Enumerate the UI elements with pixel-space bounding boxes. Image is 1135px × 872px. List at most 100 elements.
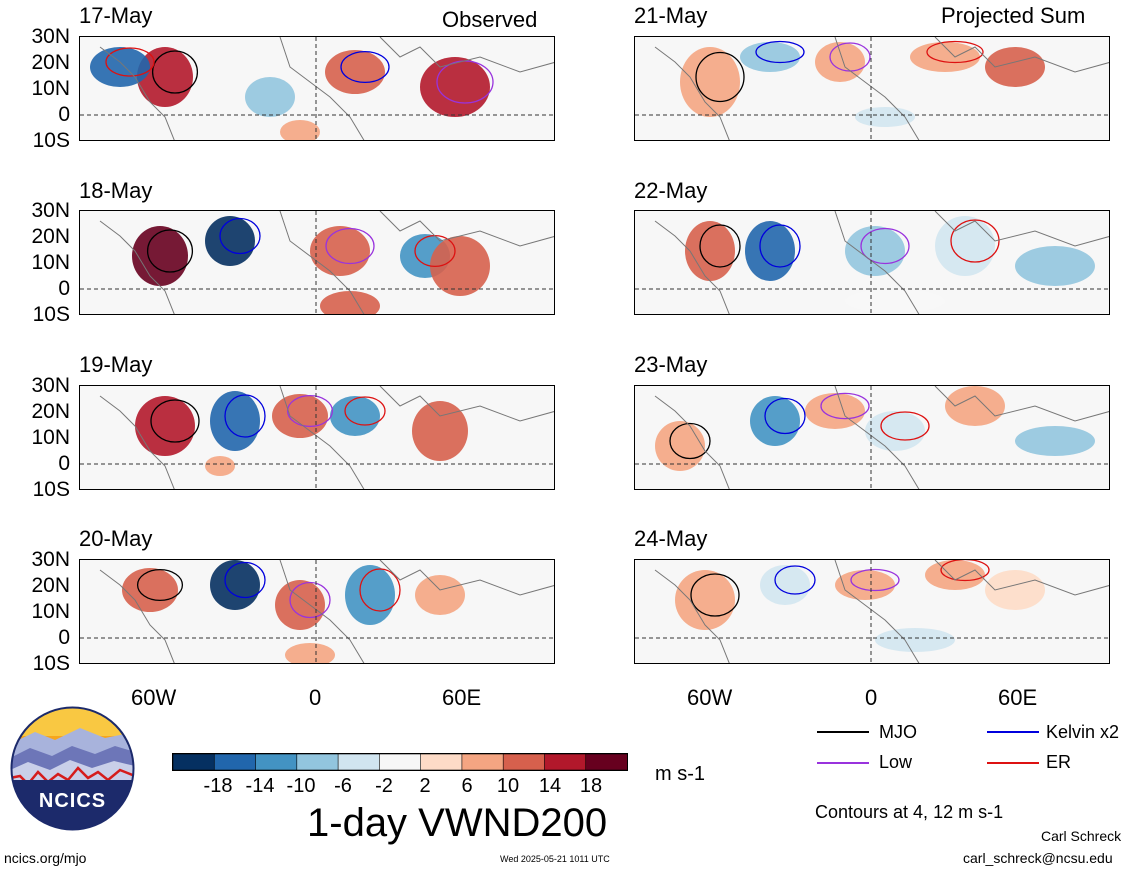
legend-swatch-kelvin <box>987 731 1039 733</box>
lat-label-eq: 0 <box>58 452 70 475</box>
anomaly-shading <box>122 568 178 612</box>
anomaly-shading <box>310 226 370 276</box>
anomaly-shading <box>805 393 865 429</box>
colorbar-segment <box>213 754 257 770</box>
contour-line <box>219 217 261 255</box>
contours-note: Contours at 4, 12 m s-1 <box>815 802 1004 822</box>
contour-line <box>146 229 194 273</box>
lat-label-eq: 0 <box>58 277 70 300</box>
contour-line <box>940 560 990 582</box>
anomaly-shading <box>875 628 955 652</box>
colorbar-segment <box>502 754 546 770</box>
date-label-right-3: 23-May <box>634 352 708 377</box>
anomaly-shading <box>345 565 395 625</box>
colorbar-tick-7: 6 <box>461 775 473 797</box>
anomaly-shading <box>845 289 945 313</box>
anomaly-shading <box>272 394 328 438</box>
date-label-left-2: 18-May <box>79 178 153 203</box>
contour-line <box>289 581 331 619</box>
anomaly-shading <box>855 107 915 127</box>
contour-line <box>344 396 386 426</box>
anomaly-shading <box>985 570 1045 610</box>
observed-label: Observed <box>442 7 538 32</box>
footer-email[interactable]: carl_schreck@ncsu.edu <box>963 850 1113 866</box>
colorbar-segment <box>173 754 216 770</box>
colorbar-segment <box>379 754 422 770</box>
colorbar-tick-9: 14 <box>538 775 562 797</box>
anomaly-shading <box>945 386 1005 426</box>
anomaly-shading <box>680 47 740 117</box>
anomaly-shading <box>760 565 810 605</box>
map-panel-left-4 <box>79 559 555 664</box>
contour-line <box>150 399 200 443</box>
anomaly-shading <box>210 391 260 451</box>
colorbar <box>172 753 628 771</box>
contour-line <box>820 392 870 420</box>
coastline <box>99 37 554 140</box>
lat-label-20n: 20N <box>31 51 70 74</box>
lon-label-0-right: 0 <box>865 685 878 710</box>
contour-line <box>695 51 745 103</box>
contour-line <box>224 561 266 599</box>
lat-label-30n: 30N <box>31 548 70 571</box>
colorbar-tick-10: 18 <box>579 775 603 797</box>
colorbar-segment <box>296 754 339 770</box>
coastline <box>99 211 554 314</box>
contour-line <box>926 40 984 64</box>
legend-label-er: ER <box>1046 752 1072 772</box>
colorbar-segment <box>585 754 627 770</box>
contour-line <box>286 394 334 428</box>
lat-label-30n: 30N <box>31 25 70 48</box>
colorbar-tick-4: -6 <box>334 775 352 797</box>
coastline <box>99 560 554 663</box>
anomaly-shading <box>330 396 380 436</box>
footer-url[interactable]: ncics.org/mjo <box>4 850 87 866</box>
colorbar-segment <box>255 754 298 770</box>
contour-line <box>880 411 930 441</box>
anomaly-shading <box>245 77 295 117</box>
anomaly-shading <box>210 560 260 610</box>
contour-line <box>774 565 816 595</box>
contour-line <box>755 40 805 64</box>
lon-label-60w-left: 60W <box>131 685 177 710</box>
anomaly-shading <box>865 411 925 451</box>
anomaly-shading <box>935 216 995 276</box>
anomaly-shading <box>745 221 795 281</box>
footer-timestamp: Wed 2025-05-21 1011 UTC <box>500 854 610 864</box>
lat-label-eq: 0 <box>58 626 70 649</box>
contour-line <box>105 47 155 77</box>
contour-line <box>699 224 741 268</box>
lat-label-10n: 10N <box>31 600 70 623</box>
lon-label-60w-right: 60W <box>687 685 733 710</box>
date-label-right-2: 22-May <box>634 178 708 203</box>
date-label-left-4: 20-May <box>79 526 153 551</box>
legend-swatch-er <box>987 762 1039 764</box>
contour-line <box>325 227 375 265</box>
anomaly-shading <box>675 570 735 630</box>
map-panel-right-3 <box>634 385 1110 490</box>
plot-title: 1-day VWND200 <box>307 801 608 845</box>
coastline <box>654 386 1109 489</box>
legend-swatch-mjo <box>817 731 869 733</box>
contour-line <box>759 224 801 268</box>
lat-label-eq: 0 <box>58 103 70 126</box>
coastline <box>654 37 1109 140</box>
anomaly-shading <box>412 401 468 461</box>
contour-line <box>359 568 401 612</box>
lat-label-10s: 10S <box>32 303 70 326</box>
legend-label-mjo: MJO <box>879 722 917 742</box>
map-panel-right-1 <box>634 36 1110 141</box>
colorbar-tick-2: -14 <box>245 775 275 797</box>
coastline <box>654 560 1109 663</box>
contour-line <box>860 227 910 265</box>
lat-label-20n: 20N <box>31 225 70 248</box>
anomaly-shading <box>205 456 235 476</box>
anomaly-shading <box>320 291 380 314</box>
anomaly-shading <box>430 236 490 296</box>
lat-label-10n: 10N <box>31 77 70 100</box>
ncics-logo: NCICS <box>10 706 135 831</box>
map-panel-right-4 <box>634 559 1110 664</box>
anomaly-shading <box>205 216 255 266</box>
anomaly-shading <box>750 396 800 446</box>
anomaly-shading <box>135 396 195 456</box>
